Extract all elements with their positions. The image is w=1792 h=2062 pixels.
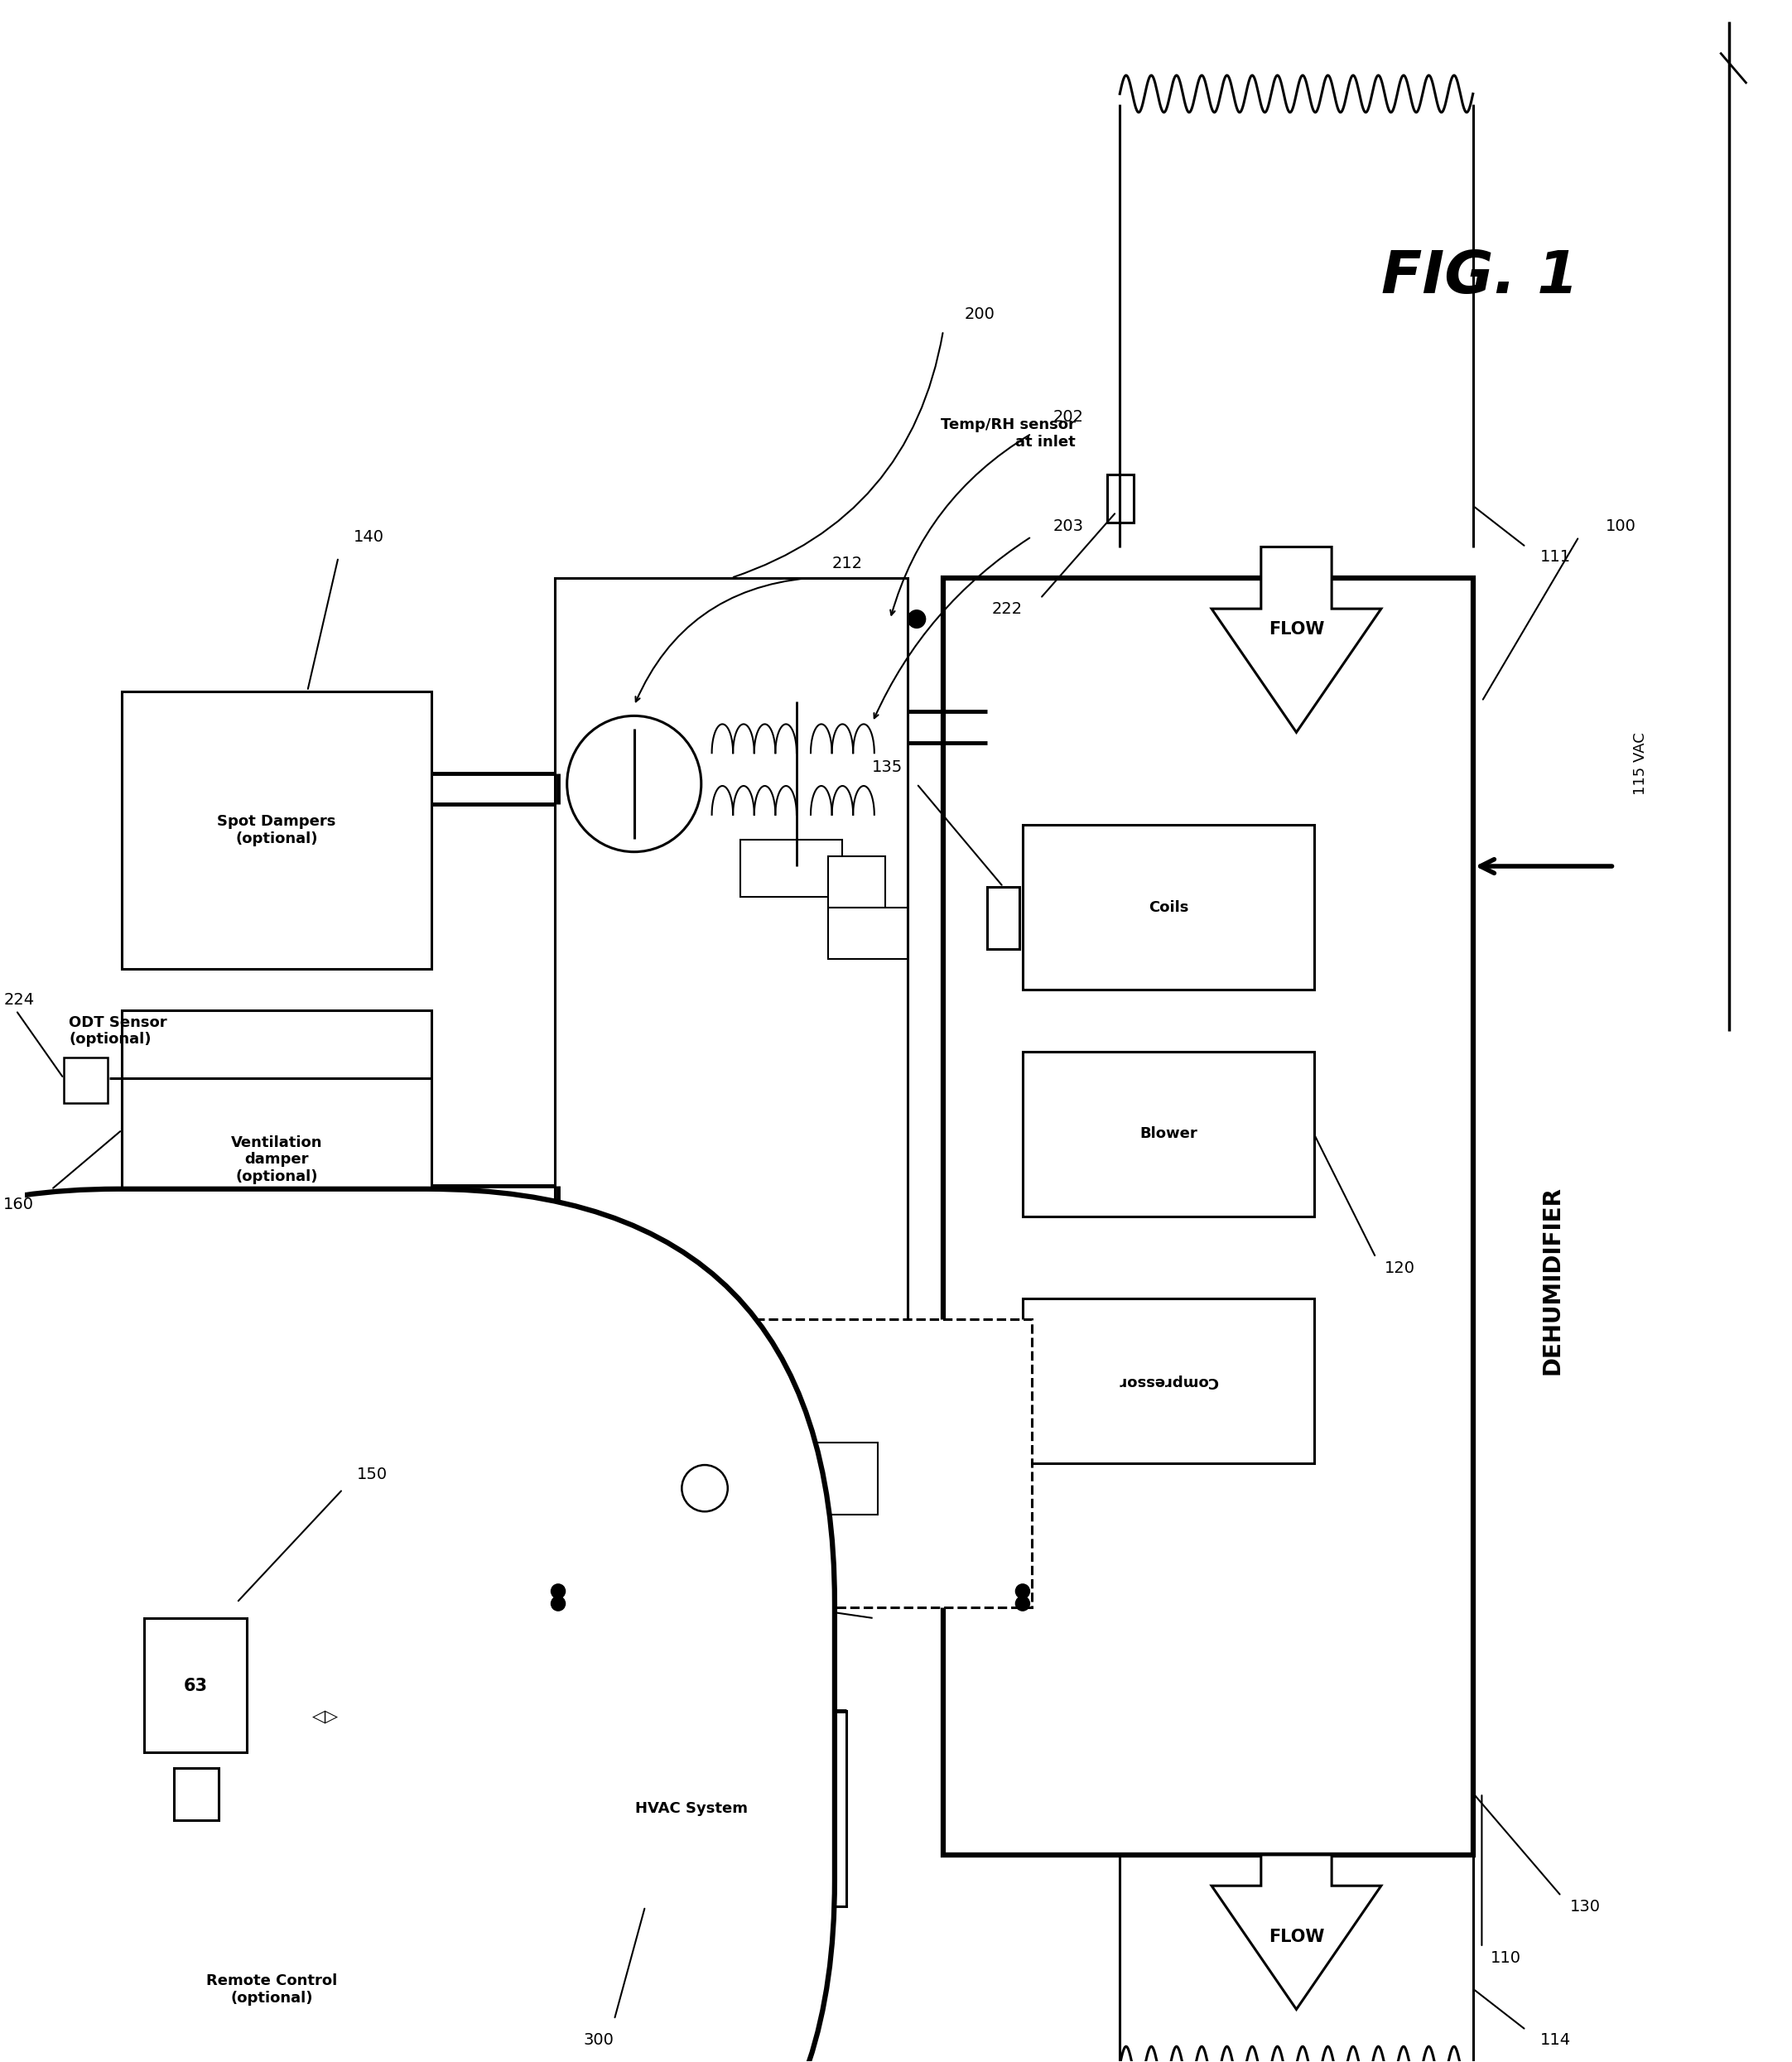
Bar [1023, 1052, 1314, 1217]
Bar [815, 1443, 878, 1516]
FancyBboxPatch shape [0, 1190, 835, 2062]
Text: 224: 224 [4, 992, 34, 1008]
Text: Ventilation
damper
(optional): Ventilation damper (optional) [231, 1134, 323, 1184]
Text: 115 VAC: 115 VAC [1633, 732, 1649, 794]
Text: 140: 140 [353, 528, 385, 544]
Bar [744, 1443, 805, 1516]
Text: 300: 300 [584, 2033, 615, 2048]
Text: 120: 120 [1385, 1260, 1416, 1276]
Text: ODT Sensor
(optional): ODT Sensor (optional) [70, 1015, 167, 1047]
Text: ◁▷: ◁▷ [312, 1709, 339, 1726]
FancyArrow shape [1211, 546, 1382, 732]
Bar [556, 577, 909, 1402]
Bar [740, 839, 842, 897]
Bar [828, 856, 885, 907]
Text: 160: 160 [4, 1196, 34, 1212]
Text: 111: 111 [1539, 548, 1572, 565]
Text: Compressor: Compressor [1118, 1373, 1219, 1388]
Text: 135: 135 [871, 759, 903, 775]
Text: FLOW: FLOW [1269, 621, 1324, 637]
Text: Remote Control
(optional): Remote Control (optional) [206, 1973, 337, 2006]
Text: Coils: Coils [1149, 899, 1188, 916]
Text: 114: 114 [1539, 2033, 1572, 2048]
Text: DEHUMIDIFIER: DEHUMIDIFIER [1541, 1186, 1564, 1375]
Text: Temp/RH sensor
at inlet: Temp/RH sensor at inlet [941, 419, 1075, 450]
Text: 200: 200 [964, 307, 995, 322]
Circle shape [1016, 1584, 1030, 1598]
Bar [943, 577, 1473, 1856]
Bar [1023, 1299, 1314, 1464]
Text: 63: 63 [183, 1678, 208, 1695]
Text: 110: 110 [1491, 1951, 1521, 1965]
Bar [122, 1010, 432, 1309]
Text: 130: 130 [1570, 1899, 1600, 1914]
Text: 222: 222 [993, 600, 1023, 617]
Bar [122, 691, 432, 969]
Text: HVAC System: HVAC System [634, 1800, 747, 1817]
Bar [987, 887, 1020, 949]
FancyArrow shape [1211, 1856, 1382, 2008]
Text: 150: 150 [357, 1466, 387, 1483]
Circle shape [909, 610, 925, 629]
Bar [556, 1320, 1032, 1608]
Circle shape [552, 1584, 564, 1598]
Text: Spot Dampers
(optional): Spot Dampers (optional) [217, 814, 335, 845]
Text: 212: 212 [831, 555, 862, 571]
Bar [582, 1443, 633, 1526]
Circle shape [1016, 1596, 1030, 1610]
Bar [143, 1619, 247, 1753]
Text: Blower: Blower [1140, 1126, 1197, 1142]
Text: 203: 203 [1052, 518, 1084, 534]
Text: FIG. 1: FIG. 1 [1382, 247, 1579, 305]
Bar [828, 907, 909, 959]
Text: 100: 100 [1606, 518, 1636, 534]
Text: FLOW: FLOW [1269, 1928, 1324, 1947]
Bar [1023, 825, 1314, 990]
Text: 202: 202 [1052, 410, 1084, 425]
Bar [174, 1769, 219, 1821]
Bar [643, 1454, 676, 1505]
Bar [538, 1711, 846, 1907]
Bar [65, 1058, 108, 1103]
Bar [1107, 474, 1134, 522]
Circle shape [552, 1596, 564, 1610]
